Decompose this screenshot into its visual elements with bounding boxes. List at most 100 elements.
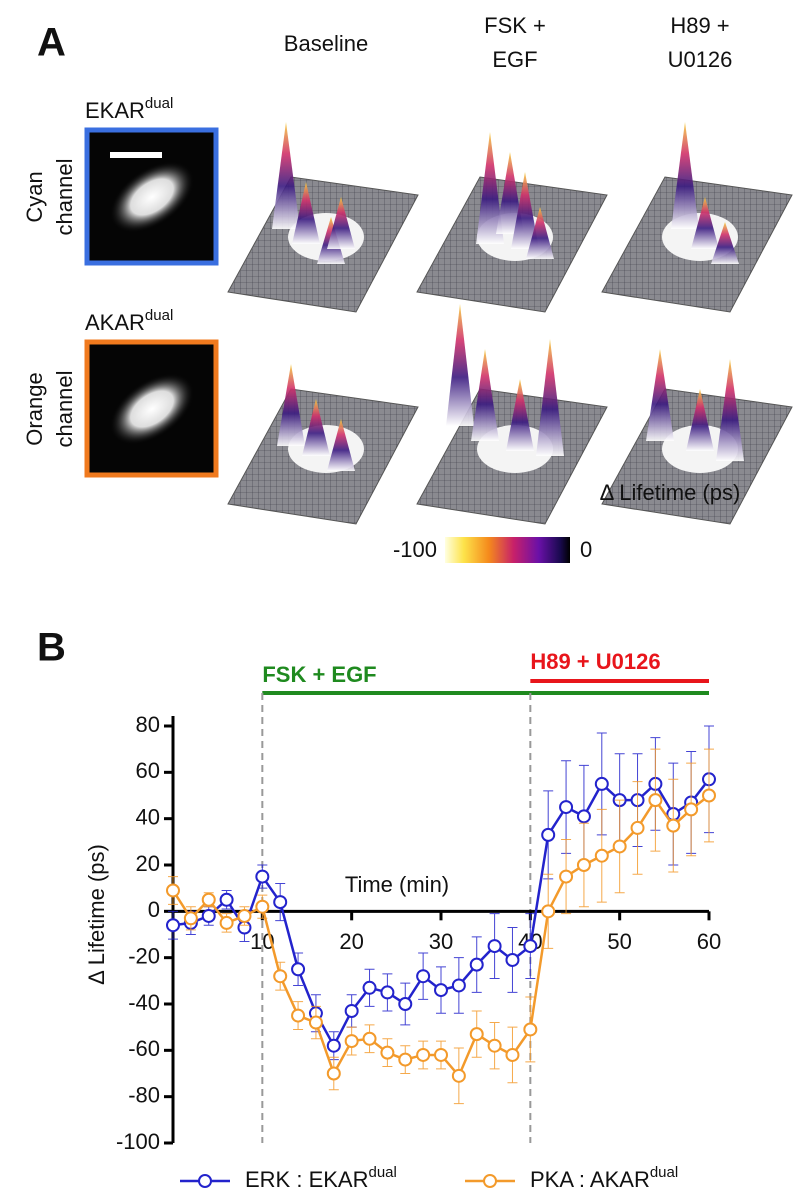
data-point xyxy=(417,1049,429,1061)
data-point xyxy=(542,829,554,841)
surface-peak xyxy=(446,304,474,426)
surface-peak xyxy=(671,122,699,229)
data-point xyxy=(649,794,661,806)
data-point xyxy=(328,1040,340,1052)
data-point xyxy=(238,910,250,922)
sensor-label: AKARdual xyxy=(85,307,173,335)
y-axis-label: Δ Lifetime (ps) xyxy=(84,844,109,985)
data-point xyxy=(364,1033,376,1045)
data-point xyxy=(256,901,268,913)
data-point xyxy=(399,1054,411,1066)
y-tick-label: -20 xyxy=(128,943,160,968)
data-point xyxy=(578,859,590,871)
data-point xyxy=(560,871,572,883)
data-point xyxy=(381,986,393,998)
data-point xyxy=(489,1040,501,1052)
x-tick-label: 60 xyxy=(697,929,721,954)
row-label: Orange xyxy=(22,372,47,445)
data-point xyxy=(185,912,197,924)
data-point xyxy=(614,840,626,852)
colorbar xyxy=(445,537,570,563)
panel-label: A xyxy=(37,21,66,65)
column-header: FSK + xyxy=(484,13,546,38)
sensor-label-main: AKAR xyxy=(85,310,145,335)
sensor-label-sup: dual xyxy=(145,95,173,112)
data-point xyxy=(596,850,608,862)
data-point xyxy=(596,778,608,790)
treatment-label: H89 + U0126 xyxy=(530,649,660,674)
data-point xyxy=(453,1070,465,1082)
column-header: EGF xyxy=(492,47,537,72)
data-point xyxy=(435,1049,447,1061)
surface-peak xyxy=(272,122,300,229)
legend-label-sup: dual xyxy=(650,1164,678,1181)
data-point xyxy=(632,822,644,834)
data-point xyxy=(560,801,572,813)
data-point xyxy=(274,970,286,982)
data-point xyxy=(364,982,376,994)
x-axis-label: Time (min) xyxy=(345,872,449,897)
data-point xyxy=(346,1035,358,1047)
data-point xyxy=(256,871,268,883)
data-point xyxy=(453,979,465,991)
data-point xyxy=(667,820,679,832)
data-point xyxy=(346,1005,358,1017)
y-tick-label: 80 xyxy=(136,712,160,737)
data-point xyxy=(203,910,215,922)
colorbar-max: 0 xyxy=(580,537,592,562)
x-tick-label: 50 xyxy=(607,929,631,954)
data-point xyxy=(221,917,233,929)
figure: A B Baseline FSK + EGF H89 + U0126 Cyanchanne… xyxy=(0,0,807,1201)
data-point xyxy=(221,894,233,906)
data-point xyxy=(506,954,518,966)
sensor-label: EKARdual xyxy=(85,95,173,123)
data-point xyxy=(542,905,554,917)
y-tick-label: 0 xyxy=(148,897,160,922)
data-point xyxy=(506,1049,518,1061)
y-tick-label: -80 xyxy=(128,1082,160,1107)
data-point xyxy=(489,940,501,952)
data-point xyxy=(435,984,447,996)
row-label: Cyan xyxy=(22,171,47,222)
sensor-label-main: EKAR xyxy=(85,98,145,123)
data-point xyxy=(203,894,215,906)
data-point xyxy=(167,884,179,896)
y-tick-label: -60 xyxy=(128,1036,160,1061)
x-tick-label: 20 xyxy=(339,929,363,954)
legend-marker xyxy=(484,1175,496,1187)
y-tick-label: -40 xyxy=(128,990,160,1015)
colorbar-min: -100 xyxy=(393,537,437,562)
legend-marker xyxy=(199,1175,211,1187)
data-point xyxy=(471,959,483,971)
data-point xyxy=(685,803,697,815)
data-point xyxy=(578,810,590,822)
sensor-label-sup: dual xyxy=(145,307,173,324)
panel-label: B xyxy=(37,626,66,670)
data-point xyxy=(328,1068,340,1080)
data-point xyxy=(274,896,286,908)
y-tick-label: 40 xyxy=(136,804,160,829)
y-tick-label: 20 xyxy=(136,851,160,876)
column-header: H89 + xyxy=(670,13,729,38)
data-point xyxy=(292,1010,304,1022)
data-point xyxy=(381,1047,393,1059)
data-point xyxy=(417,970,429,982)
colorbar-label: Δ Lifetime (ps) xyxy=(600,480,741,505)
legend-label-sup: dual xyxy=(368,1164,396,1181)
legend-label-main: ERK : EKAR xyxy=(245,1167,368,1192)
column-header: U0126 xyxy=(668,47,733,72)
y-tick-label: -100 xyxy=(116,1129,160,1154)
treatment-label: FSK + EGF xyxy=(262,662,376,687)
legend-label-main: PKA : AKAR xyxy=(530,1167,650,1192)
row-label: channel xyxy=(52,158,77,235)
x-tick-label: 30 xyxy=(429,929,453,954)
legend-label: PKA : AKARdual xyxy=(530,1164,678,1192)
legend-label: ERK : EKARdual xyxy=(245,1164,397,1192)
data-point xyxy=(310,1017,322,1029)
y-tick-label: 60 xyxy=(136,758,160,783)
data-point xyxy=(292,963,304,975)
data-point xyxy=(524,940,536,952)
column-header: Baseline xyxy=(284,31,368,56)
data-point xyxy=(471,1028,483,1040)
data-point xyxy=(524,1023,536,1035)
